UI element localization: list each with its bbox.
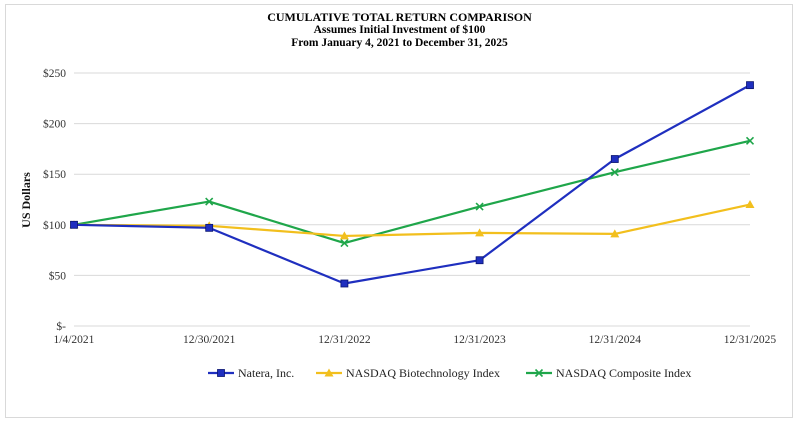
- data-point: [746, 81, 754, 90]
- data-point: [610, 168, 619, 177]
- chart-title: CUMULATIVE TOTAL RETURN COMPARISON: [267, 10, 532, 24]
- data-point: [70, 220, 78, 229]
- series-lines: [69, 81, 755, 288]
- data-point: [339, 231, 349, 240]
- series-2: [69, 136, 755, 248]
- y-axis-label: US Dollars: [19, 172, 33, 228]
- data-point: [745, 200, 755, 209]
- y-tick-label: $-: [56, 320, 66, 333]
- data-point: [340, 279, 349, 288]
- y-tick-label: $200: [43, 118, 66, 131]
- x-tick-label: 12/31/2023: [453, 334, 506, 346]
- data-point: [205, 223, 214, 232]
- legend-label: NASDAQ Composite Index: [556, 366, 691, 380]
- legend-item: Natera, Inc.: [208, 366, 294, 380]
- data-point: [475, 256, 484, 265]
- data-point: [205, 197, 214, 206]
- y-axis-ticks: $- $50 $100 $150 $200 $250: [43, 67, 66, 333]
- series-line: [73, 139, 751, 245]
- x-tick-label: 1/4/2021: [54, 334, 95, 346]
- x-tick-label: 12/31/2022: [318, 334, 371, 346]
- legend-item: NASDAQ Biotechnology Index: [316, 366, 500, 380]
- x-axis-ticks: 1/4/2021 12/30/2021 12/31/2022 12/31/2023 12…: [54, 334, 777, 346]
- chart-subtitle-period: From January 4, 2021 to December 31, 202…: [291, 37, 508, 49]
- legend-label: NASDAQ Biotechnology Index: [346, 366, 500, 380]
- data-point: [475, 228, 485, 237]
- data-point: [610, 229, 620, 238]
- series-line: [73, 84, 751, 285]
- data-point: [745, 136, 755, 145]
- series-1: [69, 200, 755, 240]
- x-tick-label: 12/31/2024: [589, 334, 642, 346]
- gridlines: [74, 72, 750, 327]
- legend: Natera, Inc. NASDAQ Biotechnology Index NA…: [208, 366, 691, 380]
- y-tick-label: $150: [43, 168, 66, 181]
- data-point: [475, 202, 484, 211]
- y-tick-label: $250: [43, 67, 66, 80]
- series-line: [73, 203, 751, 238]
- data-point: [340, 238, 349, 248]
- chart-titles: CUMULATIVE TOTAL RETURN COMPARISON Assum…: [0, 10, 799, 50]
- legend-marker: [534, 368, 544, 378]
- x-tick-label: 12/31/2025: [724, 334, 777, 346]
- legend-marker: [324, 368, 334, 377]
- x-tick-label: 12/30/2021: [183, 334, 236, 346]
- legend-label: Natera, Inc.: [238, 366, 294, 380]
- y-tick-label: $50: [49, 269, 67, 282]
- legend-marker: [217, 369, 225, 377]
- data-point: [610, 155, 619, 163]
- series-0: [70, 81, 754, 288]
- chart-subtitle-investment: Assumes Initial Investment of $100: [313, 24, 486, 36]
- y-tick-label: $100: [43, 219, 66, 232]
- legend-item: NASDAQ Composite Index: [526, 366, 691, 380]
